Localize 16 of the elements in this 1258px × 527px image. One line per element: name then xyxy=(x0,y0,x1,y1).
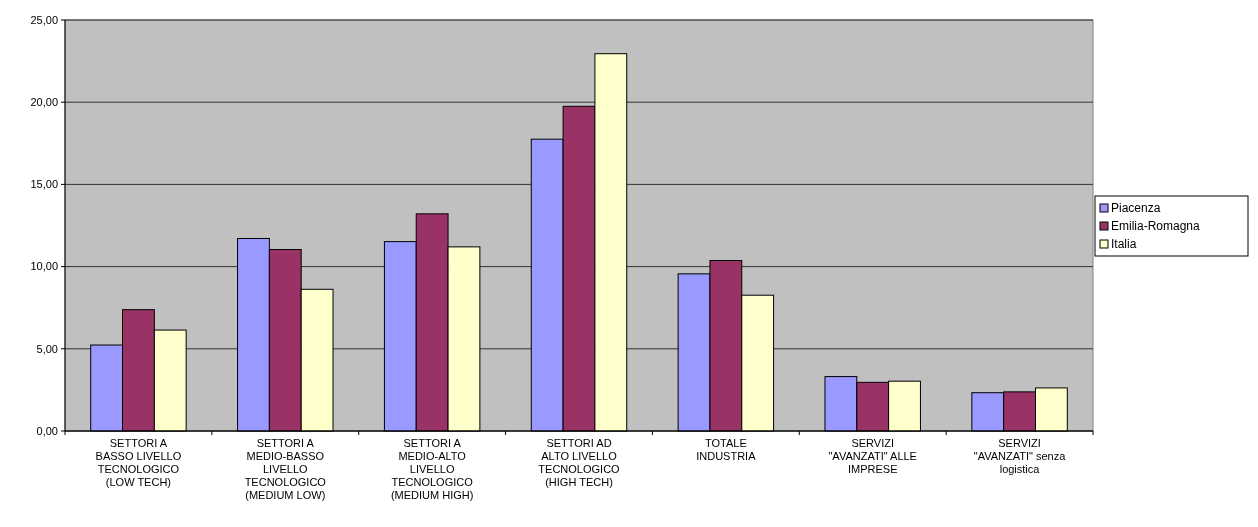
y-tick-label: 0,00 xyxy=(36,424,58,437)
x-tick-label: SERVIZI "AVANZATI" ALLE IMPRESE xyxy=(828,437,917,475)
legend-label: Italia xyxy=(1111,237,1137,252)
x-tick-label: TOTALE INDUSTRIA xyxy=(696,437,757,462)
x-tick-label: SETTORI A MEDIO-ALTO LIVELLO TECNOLOGICO (MEDIUM HIGH) xyxy=(390,437,474,501)
y-tick-label: 10,00 xyxy=(30,260,58,273)
y-tick-label: 25,00 xyxy=(30,13,58,26)
y-tick-label: 15,00 xyxy=(30,178,58,191)
legend-label: Emilia-Romagna xyxy=(1111,219,1201,234)
legend-label: Piacenza xyxy=(1111,201,1161,216)
y-tick-label: 20,00 xyxy=(30,96,58,109)
x-tick-label: SERVIZI "AVANZATI" senza logistica xyxy=(973,437,1067,475)
x-tick-label: SETTORI AD ALTO LIVELLO TECNOLOGICO (HIGH TECH) xyxy=(538,437,621,488)
y-tick-label: 5,00 xyxy=(36,342,58,355)
x-tick-label: SETTORI A MEDIO-BASSO LIVELLO TECNOLOGICO (MEDIUM LOW) xyxy=(244,437,327,501)
x-tick-label: SETTORI A BASSO LIVELLO TECNOLOGICO (LOW TECH) xyxy=(95,437,182,488)
